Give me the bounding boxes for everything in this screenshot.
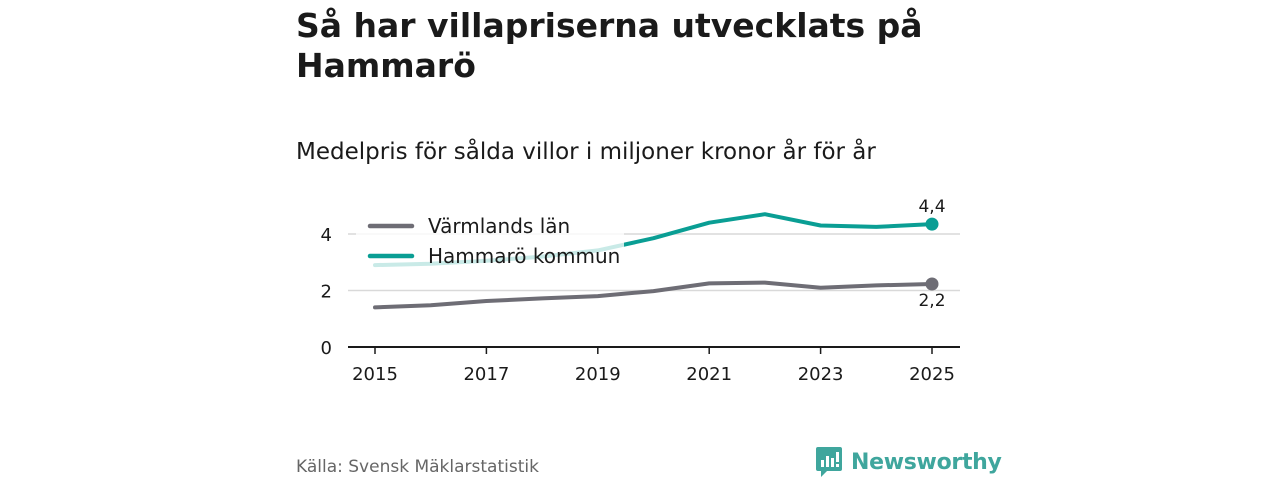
brand[interactable]: Newsworthy [815, 446, 1002, 478]
end-label-hammaro-kommun: 4,4 [918, 197, 945, 217]
source-note: Källa: Svensk Mäklarstatistik [296, 457, 539, 477]
legend: Värmlands län Hammarö kommun [356, 206, 624, 270]
x-tick-label: 2023 [798, 364, 844, 385]
x-tick-label: 2025 [909, 364, 955, 385]
legend-item-varmlands-lan: Värmlands län [367, 214, 570, 238]
chart-subtitle: Medelpris för sålda villor i miljoner kr… [296, 139, 876, 165]
legend-item-hammaro-kommun: Hammarö kommun [367, 244, 620, 268]
chart-title: Så har villapriserna utvecklats på Hamma… [296, 6, 923, 85]
legend-label: Värmlands län [428, 214, 570, 238]
end-label-varmlands-lan: 2,2 [918, 291, 945, 311]
end-point-marker [925, 217, 939, 231]
newsworthy-logo-icon [816, 447, 842, 477]
x-tick-label: 2017 [463, 364, 509, 385]
axes: 0 2 4 2015 2017 2019 2021 2023 2025 [321, 225, 960, 385]
y-tick-label: 4 [321, 225, 332, 246]
series-line-varmlands-lan [373, 280, 934, 310]
x-tick-label: 2019 [575, 364, 621, 385]
x-tick-label: 2021 [686, 364, 732, 385]
legend-label: Hammarö kommun [428, 244, 620, 268]
x-tick-label: 2015 [352, 364, 398, 385]
brand-name: Newsworthy [851, 449, 1002, 475]
y-tick-label: 0 [321, 338, 332, 359]
end-point-marker [925, 277, 939, 291]
data-labels: 4,4 2,2 [918, 197, 945, 311]
legend-background [356, 206, 624, 270]
y-tick-label: 2 [321, 282, 332, 303]
